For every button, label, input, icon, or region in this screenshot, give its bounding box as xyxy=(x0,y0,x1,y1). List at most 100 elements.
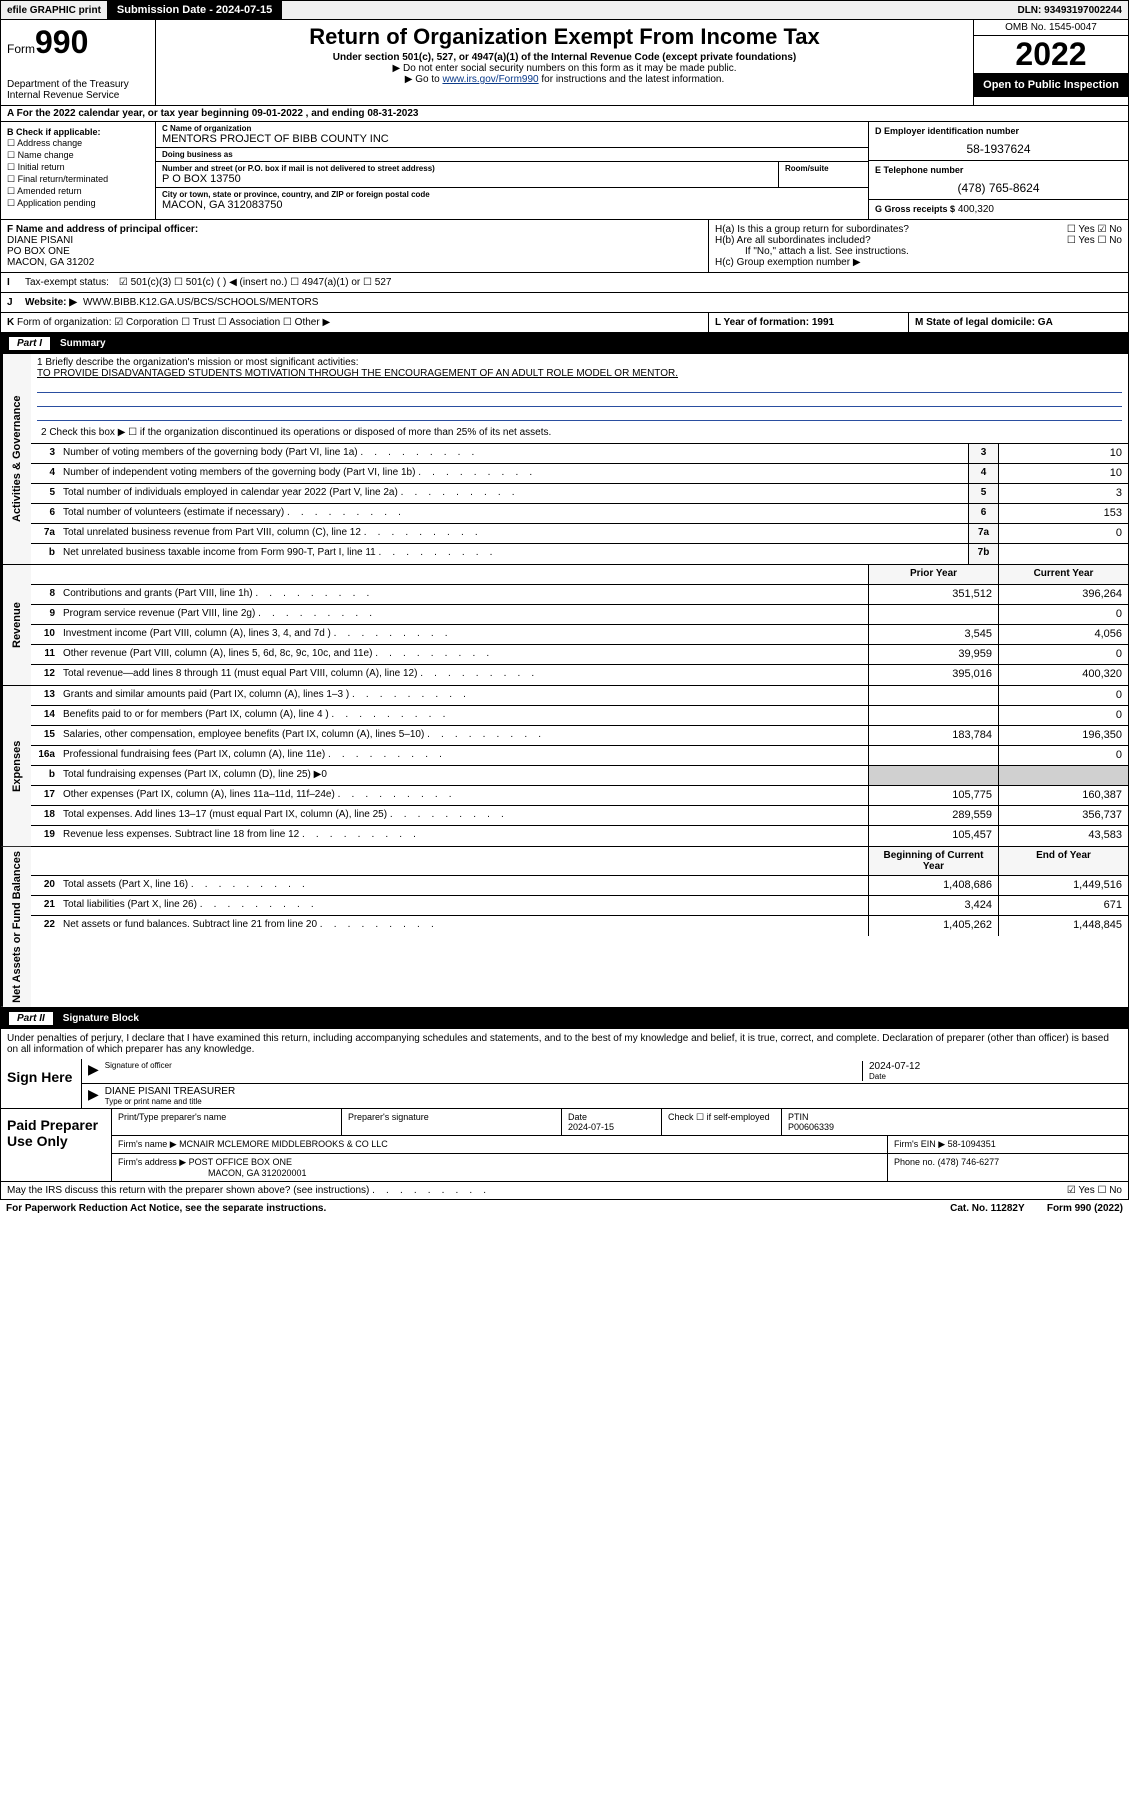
chk-final[interactable]: ☐ Final return/terminated xyxy=(7,174,149,185)
form-of-org: K Form of organization: ☑ Corporation ☐ … xyxy=(1,313,708,332)
row-a-period: A For the 2022 calendar year, or tax yea… xyxy=(0,106,1129,122)
dba-cell: Doing business as xyxy=(156,148,868,162)
year-formation: L Year of formation: 1991 xyxy=(708,313,908,332)
discuss-row: May the IRS discuss this return with the… xyxy=(0,1182,1129,1200)
street-cell: Number and street (or P.O. box if mail i… xyxy=(156,162,778,188)
gross-cell: G Gross receipts $ 400,320 xyxy=(869,200,1128,219)
hb-answer[interactable]: ☐ Yes ☐ No xyxy=(1067,235,1122,246)
open-to-public: Open to Public Inspection xyxy=(974,73,1128,97)
tel-value: (478) 765-8624 xyxy=(875,181,1122,195)
chk-initial[interactable]: ☐ Initial return xyxy=(7,162,149,173)
website-value: WWW.BIBB.K12.GA.US/BCS/SCHOOLS/MENTORS xyxy=(83,297,318,308)
ein-value: 58-1937624 xyxy=(875,142,1122,156)
tax-year: 2022 xyxy=(974,36,1128,73)
chk-amended[interactable]: ☐ Amended return xyxy=(7,186,149,197)
part-2-header: Part II Signature Block xyxy=(0,1008,1129,1029)
line-15: 15 Salaries, other compensation, employe… xyxy=(31,726,1128,746)
arrow-icon: ▶ xyxy=(88,1086,99,1106)
efile-label: efile GRAPHIC print xyxy=(1,3,107,18)
row-klm: K Form of organization: ☑ Corporation ☐ … xyxy=(0,313,1129,333)
line-2: 2 Check this box ▶ ☐ if the organization… xyxy=(31,424,1128,444)
col-d-right: D Employer identification number 58-1937… xyxy=(868,122,1128,219)
line-4: 4 Number of independent voting members o… xyxy=(31,464,1128,484)
chk-application[interactable]: ☐ Application pending xyxy=(7,198,149,209)
net-assets-tab: Net Assets or Fund Balances xyxy=(1,847,31,1007)
irs-label: Internal Revenue Service xyxy=(7,90,149,101)
dln-label: DLN: 93493197002244 xyxy=(1011,3,1128,18)
line-19: 19 Revenue less expenses. Subtract line … xyxy=(31,826,1128,846)
expenses-rows: 13 Grants and similar amounts paid (Part… xyxy=(31,686,1128,846)
governance-section: Activities & Governance 1 Briefly descri… xyxy=(0,354,1129,565)
line-7a: 7a Total unrelated business revenue from… xyxy=(31,524,1128,544)
line-22: 22 Net assets or fund balances. Subtract… xyxy=(31,916,1128,936)
mission-text: TO PROVIDE DISADVANTAGED STUDENTS MOTIVA… xyxy=(37,368,1122,379)
chk-name[interactable]: ☐ Name change xyxy=(7,150,149,161)
addr-row: Number and street (or P.O. box if mail i… xyxy=(156,162,868,188)
paid-preparer: Paid Preparer Use Only Print/Type prepar… xyxy=(0,1109,1129,1182)
sign-here-row: Sign Here ▶ Signature of officer 2024-07… xyxy=(1,1059,1128,1108)
ha-answer[interactable]: ☐ Yes ☑ No xyxy=(1067,224,1122,235)
gross-value: 400,320 xyxy=(958,204,994,215)
note-link: ▶ Go to www.irs.gov/Form990 for instruct… xyxy=(162,74,967,85)
org-name-cell: C Name of organization MENTORS PROJECT O… xyxy=(156,122,868,148)
net-header: Beginning of Current Year End of Year xyxy=(31,847,1128,876)
mission-block: 1 Briefly describe the organization's mi… xyxy=(31,354,1128,424)
line-5: 5 Total number of individuals employed i… xyxy=(31,484,1128,504)
declaration-text: Under penalties of perjury, I declare th… xyxy=(1,1029,1128,1059)
header-center: Return of Organization Exempt From Incom… xyxy=(156,20,973,105)
block-bcd: B Check if applicable: ☐ Address change … xyxy=(0,122,1129,220)
form-subtitle: Under section 501(c), 527, or 4947(a)(1)… xyxy=(162,52,967,63)
footer-final: For Paperwork Reduction Act Notice, see … xyxy=(0,1200,1129,1217)
chk-address[interactable]: ☐ Address change xyxy=(7,138,149,149)
governance-tab: Activities & Governance xyxy=(1,354,31,564)
line-17: 17 Other expenses (Part IX, column (A), … xyxy=(31,786,1128,806)
irs-link[interactable]: www.irs.gov/Form990 xyxy=(442,74,538,85)
header-right: OMB No. 1545-0047 2022 Open to Public In… xyxy=(973,20,1128,105)
note-ssn: ▶ Do not enter social security numbers o… xyxy=(162,63,967,74)
city-cell: City or town, state or province, country… xyxy=(156,188,868,213)
header-left: Form990 Department of the Treasury Inter… xyxy=(1,20,156,105)
col-c-org: C Name of organization MENTORS PROJECT O… xyxy=(156,122,868,219)
discuss-answer[interactable]: ☑ Yes ☐ No xyxy=(1067,1185,1122,1196)
line-10: 10 Investment income (Part VIII, column … xyxy=(31,625,1128,645)
row-j-website: J Website: ▶ WWW.BIBB.K12.GA.US/BCS/SCHO… xyxy=(0,293,1129,313)
tax-status-options[interactable]: ☑ 501(c)(3) ☐ 501(c) ( ) ◀ (insert no.) … xyxy=(119,277,392,288)
signature-line: ▶ Signature of officer 2024-07-12Date xyxy=(82,1059,1128,1084)
ein-cell: D Employer identification number 58-1937… xyxy=(869,122,1128,161)
submission-date-button[interactable]: Submission Date - 2024-07-15 xyxy=(107,1,282,19)
net-assets-rows: Beginning of Current Year End of Year 20… xyxy=(31,847,1128,1007)
expenses-tab: Expenses xyxy=(1,686,31,846)
part-1-header: Part I Summary xyxy=(0,333,1129,354)
line-14: 14 Benefits paid to or for members (Part… xyxy=(31,706,1128,726)
omb-number: OMB No. 1545-0047 xyxy=(974,20,1128,36)
org-name: MENTORS PROJECT OF BIBB COUNTY INC xyxy=(162,133,862,145)
org-form-options[interactable]: ☑ Corporation ☐ Trust ☐ Association ☐ Ot… xyxy=(114,317,330,328)
line-16a: 16a Professional fundraising fees (Part … xyxy=(31,746,1128,766)
line-6: 6 Total number of volunteers (estimate i… xyxy=(31,504,1128,524)
col-b-checkboxes: B Check if applicable: ☐ Address change … xyxy=(1,122,156,219)
line-b: b Total fundraising expenses (Part IX, c… xyxy=(31,766,1128,786)
expenses-section: Expenses 13 Grants and similar amounts p… xyxy=(0,686,1129,847)
line-20: 20 Total assets (Part X, line 16) 1,408,… xyxy=(31,876,1128,896)
line-3: 3 Number of voting members of the govern… xyxy=(31,444,1128,464)
principal-officer: F Name and address of principal officer:… xyxy=(1,220,708,272)
signature-content: ▶ Signature of officer 2024-07-12Date ▶ … xyxy=(81,1059,1128,1108)
self-employed-check[interactable]: Check ☐ if self-employed xyxy=(662,1109,782,1135)
tel-cell: E Telephone number (478) 765-8624 xyxy=(869,161,1128,200)
room-cell: Room/suite xyxy=(778,162,868,188)
form-number: Form990 xyxy=(7,24,149,61)
line-21: 21 Total liabilities (Part X, line 26) 3… xyxy=(31,896,1128,916)
revenue-section: Revenue Prior Year Current Year 8 Contri… xyxy=(0,565,1129,686)
revenue-rows: Prior Year Current Year 8 Contributions … xyxy=(31,565,1128,685)
line-8: 8 Contributions and grants (Part VIII, l… xyxy=(31,585,1128,605)
governance-rows: 1 Briefly describe the organization's mi… xyxy=(31,354,1128,564)
preparer-row-2: Firm's name ▶ MCNAIR MCLEMORE MIDDLEBROO… xyxy=(112,1136,1128,1154)
revenue-tab: Revenue xyxy=(1,565,31,685)
line-9: 9 Program service revenue (Part VIII, li… xyxy=(31,605,1128,625)
form-header: Form990 Department of the Treasury Inter… xyxy=(0,20,1129,106)
top-bar: efile GRAPHIC print Submission Date - 20… xyxy=(0,0,1129,20)
line-13: 13 Grants and similar amounts paid (Part… xyxy=(31,686,1128,706)
signature-block: Under penalties of perjury, I declare th… xyxy=(0,1029,1129,1109)
form-title: Return of Organization Exempt From Incom… xyxy=(162,24,967,50)
arrow-icon: ▶ xyxy=(88,1061,99,1081)
